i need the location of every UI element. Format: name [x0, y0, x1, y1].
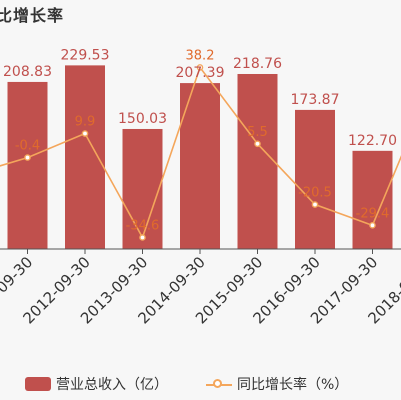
line-value-label: 9.9: [75, 115, 96, 130]
chart-title: 比增长率: [0, 6, 65, 25]
legend-label-revenue: 营业总收入（亿）: [56, 377, 168, 393]
point-growth-2013-09-30: [139, 234, 146, 241]
point-growth-2017-09-30: [369, 222, 376, 229]
bar-value-label: 229.53: [61, 47, 110, 63]
bar-value-label: 208.83: [3, 64, 52, 80]
bar-value-label: 207.39: [176, 65, 225, 81]
line-value-label: -20.5: [298, 186, 332, 201]
bar-value-label: 173.87: [291, 92, 340, 108]
point-growth-2014-09-30: [196, 64, 204, 71]
legend-item-growth[interactable]: 同比增长率（%）: [206, 374, 348, 394]
legend-item-revenue[interactable]: 营业总收入（亿）: [25, 374, 168, 394]
line-value-label: -0.4: [15, 139, 40, 154]
line-value-label: 5.5: [247, 125, 268, 140]
bar-revenue-2014-09-30: [180, 83, 220, 249]
bar-value-label: 122.70: [348, 133, 397, 149]
point-growth-2015-09-30: [254, 140, 261, 148]
legend-line-swatch: [206, 377, 232, 391]
point-growth-2011-09-30: [24, 154, 31, 161]
chart-legend: 营业总收入（亿） 同比增长率（%）: [0, 374, 401, 396]
bar-value-label: 218.76: [233, 56, 282, 72]
point-growth-2012-09-30: [81, 130, 89, 137]
bar-revenue-2017-09-30: [352, 150, 393, 249]
legend-label-growth: 同比增长率（%）: [237, 377, 349, 393]
line-value-label: -29.4: [356, 206, 390, 221]
bar-revenue-2016-09-30: [295, 109, 335, 250]
bar-revenue-2011-09-30: [7, 81, 48, 249]
line-value-label: 38.2: [186, 48, 215, 63]
point-growth-2016-09-30: [311, 201, 319, 208]
chart-canvas: 2011-09-302012-09-302013-09-302014-09-30…: [0, 47, 401, 327]
bar-revenue-2013-09-30: [122, 128, 163, 249]
bar-revenue-2015-09-30: [237, 73, 278, 249]
line-value-label: -34.6: [126, 218, 160, 233]
bar-value-label: 150.03: [118, 111, 167, 127]
legend-bar-swatch: [25, 377, 51, 391]
